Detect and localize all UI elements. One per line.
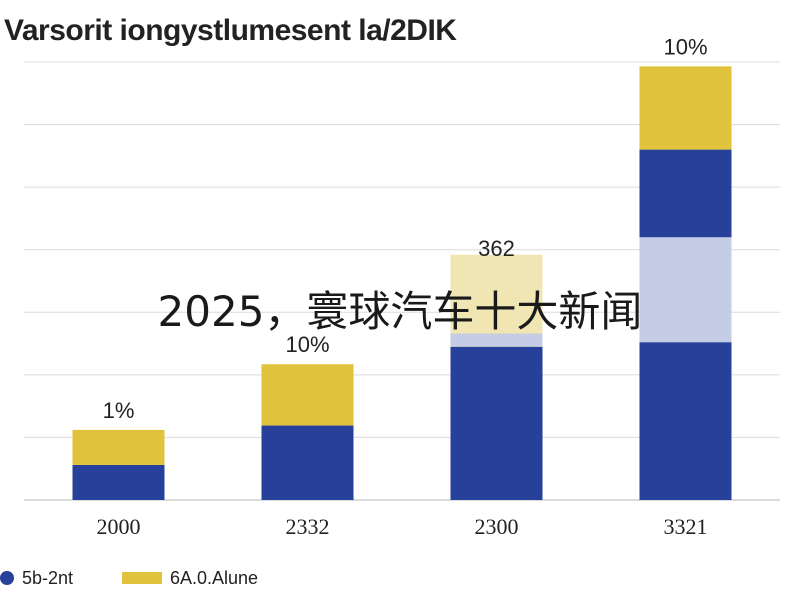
legend-label-series-2: 6A.0.Alune [170, 567, 259, 588]
bar-segment-series-2-3321 [639, 66, 732, 150]
bar-label: 362 [478, 236, 515, 261]
x-axis-ticks: 2000 2332 2300 3321 [97, 514, 708, 539]
bar-segment-series-1-2300 [450, 346, 543, 500]
x-tick-label: 2332 [286, 514, 330, 539]
bar-segment-faded-3321 [639, 237, 732, 343]
legend-swatch-series-2 [122, 572, 162, 584]
bar-segment-series-2-2332 [261, 364, 354, 426]
legend-label-series-1: 5b-2nt [22, 567, 74, 588]
x-tick-label: 3321 [664, 514, 708, 539]
overlay-caption: 2025，寰球汽车十大新闻 [157, 287, 643, 336]
bar-segment-series-2-2000 [72, 429, 165, 465]
bar-label: 10% [663, 34, 707, 59]
bar-labels: 1% 10% 362 10% [103, 34, 708, 423]
legend-item-series-2: 6A.0.Alune [122, 566, 258, 590]
x-tick-label: 2000 [97, 514, 141, 539]
bar-segment-faded-2300 [450, 254, 543, 334]
bar-segment-series-1-2000 [72, 464, 165, 500]
bar-label: 1% [103, 398, 135, 423]
legend-item-series-1: 5b-2nt [0, 566, 73, 590]
bars [72, 66, 732, 500]
bar-segment-faded-2300 [450, 333, 543, 347]
bar-segment-series-1-2332 [261, 425, 354, 500]
x-tick-label: 2300 [475, 514, 519, 539]
bar-label: 10% [285, 332, 329, 357]
legend-swatch-series-1 [0, 571, 14, 585]
chart-title: Varsorit iongystlumesent la/2DIK [4, 14, 457, 47]
